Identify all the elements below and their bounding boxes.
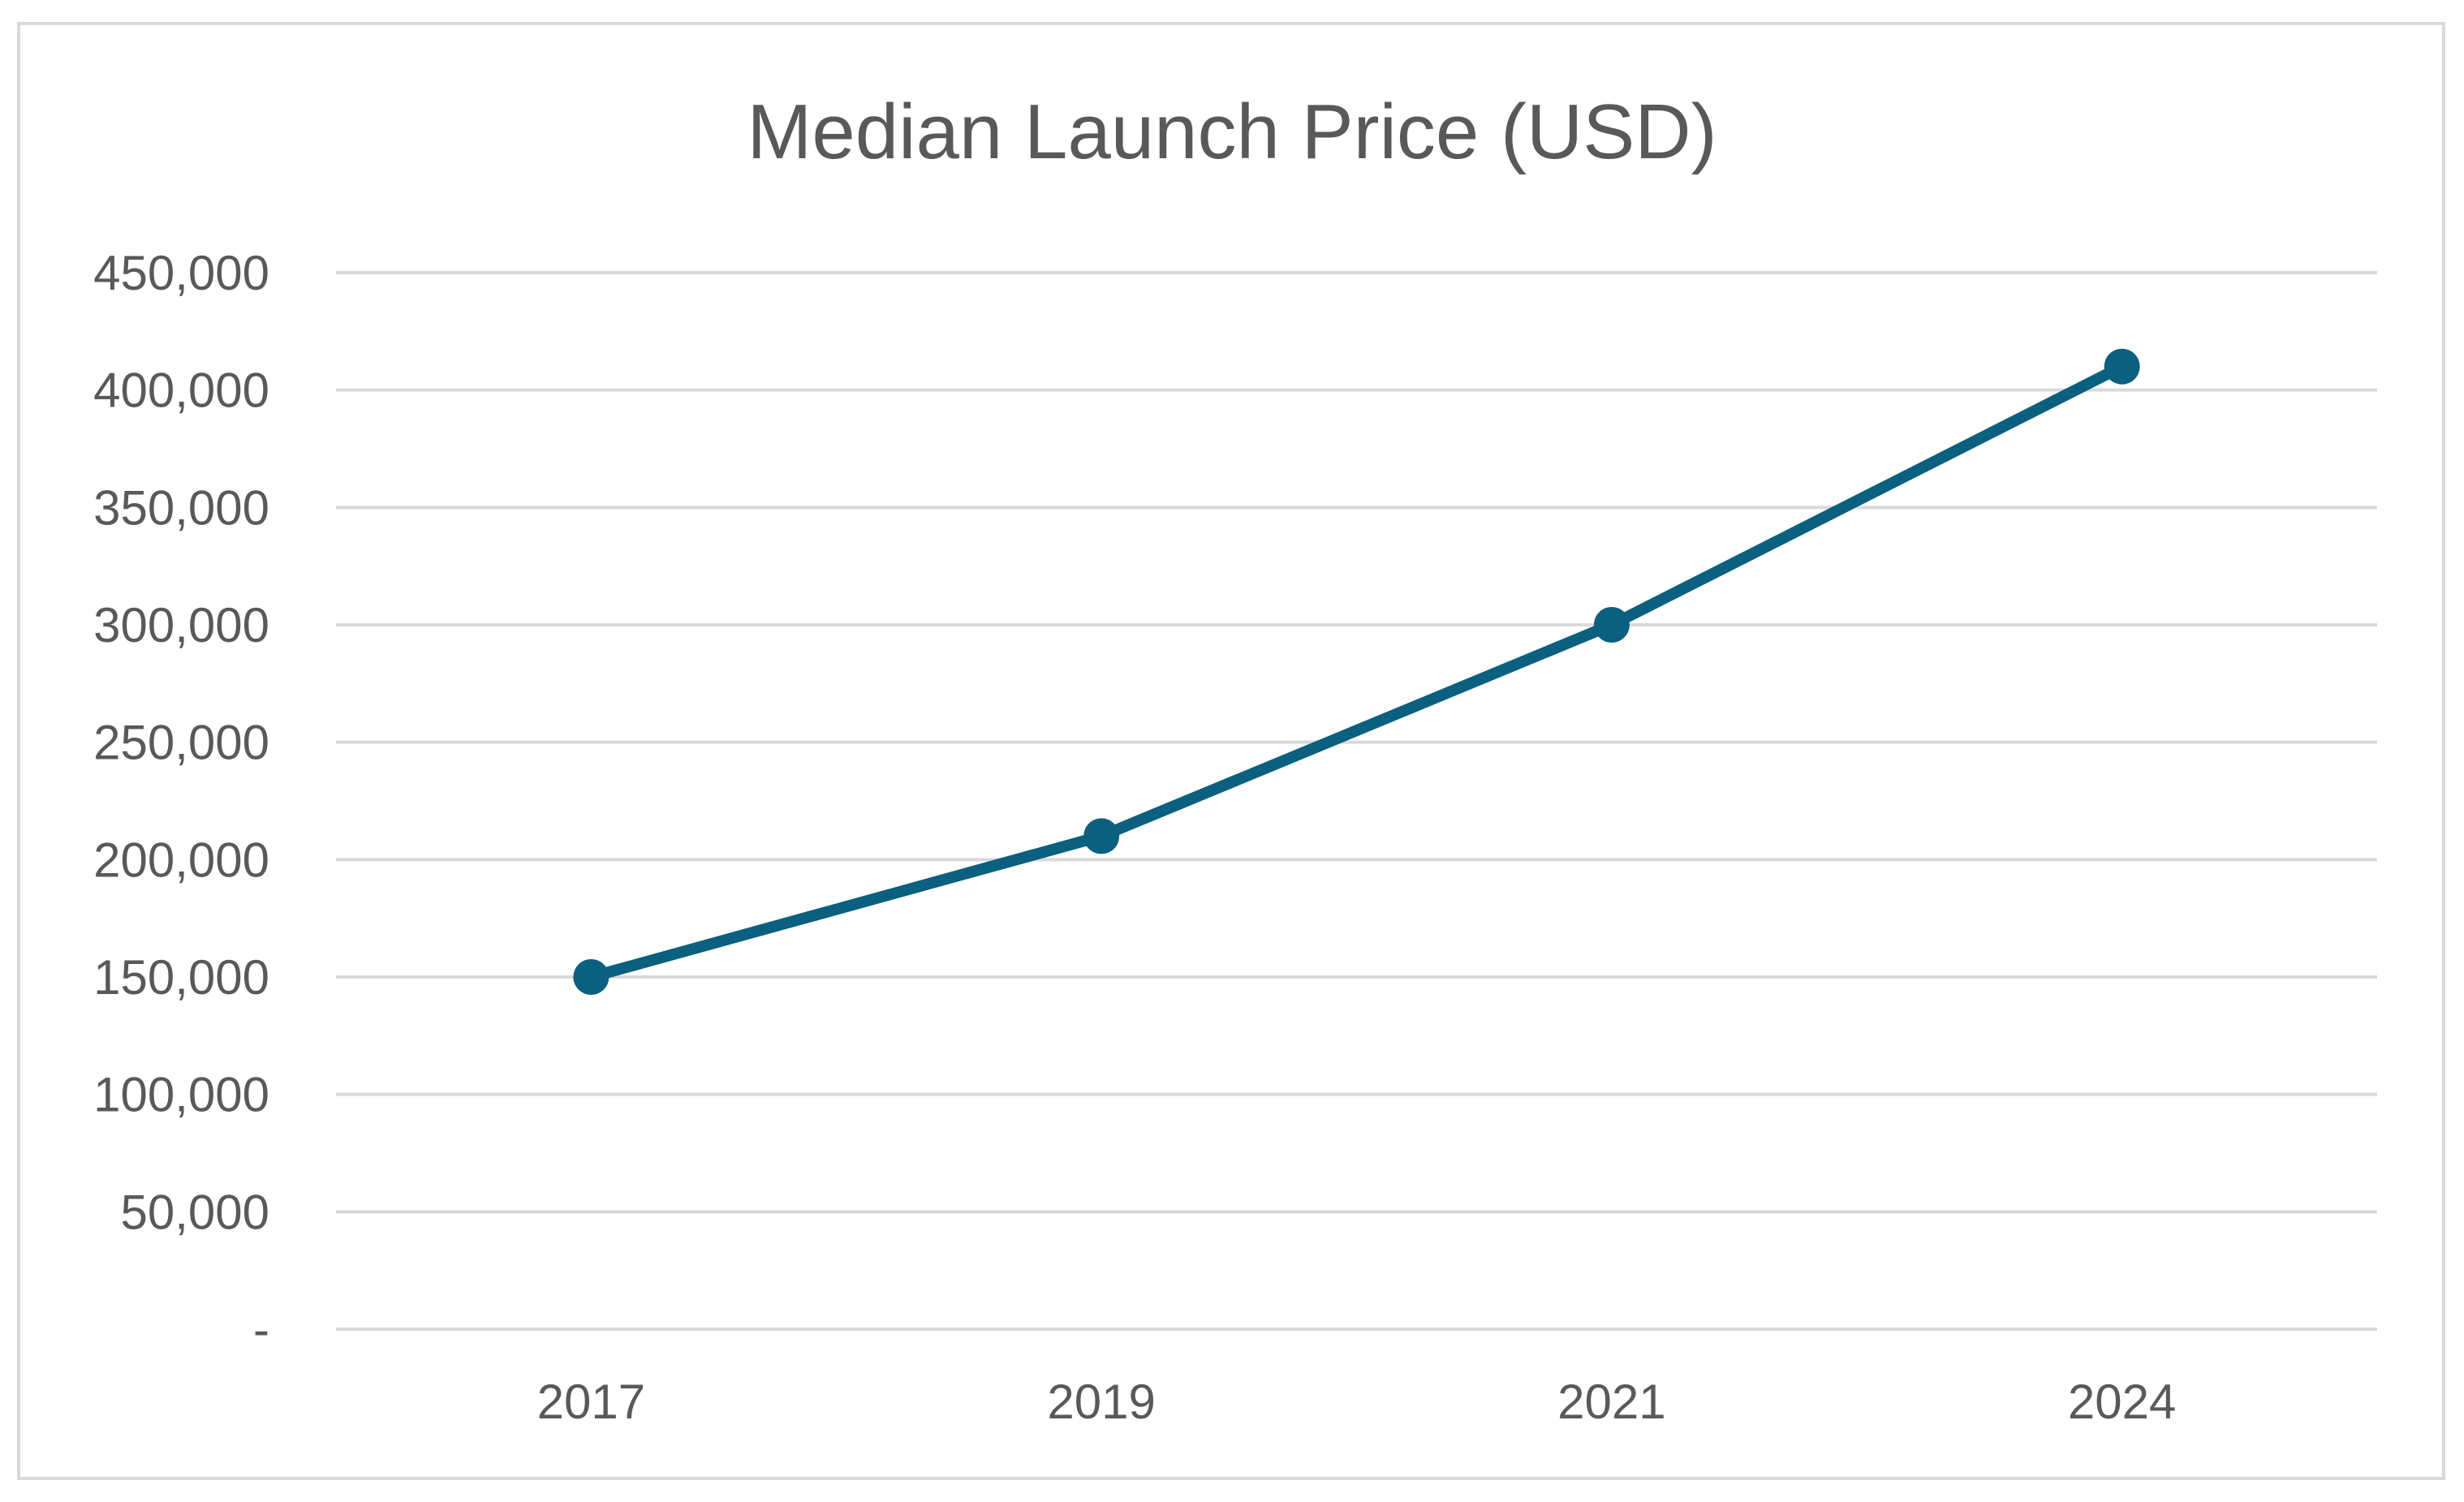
y-axis-tick-labels: - 50,000 100,000 150,000 200,000 250,000 300,0…: [93, 246, 269, 1357]
data-point: [2104, 348, 2140, 385]
y-tick-label: 100,000: [93, 1068, 269, 1122]
y-tick-label: 150,000: [93, 950, 269, 1005]
chart-title: Median Launch Price (USD): [747, 88, 1717, 175]
x-axis-tick-labels: 2017 2019 2021 2024: [537, 1375, 2177, 1429]
y-tick-label: 400,000: [93, 364, 269, 418]
series-line: [585, 360, 2128, 983]
y-tick-label: 300,000: [93, 598, 269, 652]
y-tick-label: 450,000: [93, 246, 269, 300]
data-point: [573, 959, 610, 995]
series-layer: [573, 348, 2140, 995]
chart-frame: [17, 22, 2445, 1480]
x-tick-label: 2017: [537, 1375, 645, 1429]
y-tick-label: 350,000: [93, 480, 269, 535]
gridlines: [336, 271, 2377, 1331]
x-tick-label: 2021: [1557, 1375, 1665, 1429]
y-tick-label: 200,000: [93, 833, 269, 887]
y-tick-label: -: [253, 1302, 269, 1357]
data-point: [1593, 607, 1630, 643]
y-tick-label: 50,000: [120, 1185, 269, 1239]
x-tick-label: 2024: [2068, 1375, 2176, 1429]
x-tick-label: 2019: [1047, 1375, 1155, 1429]
y-tick-label: 250,000: [93, 716, 269, 770]
data-point: [1083, 818, 1120, 854]
